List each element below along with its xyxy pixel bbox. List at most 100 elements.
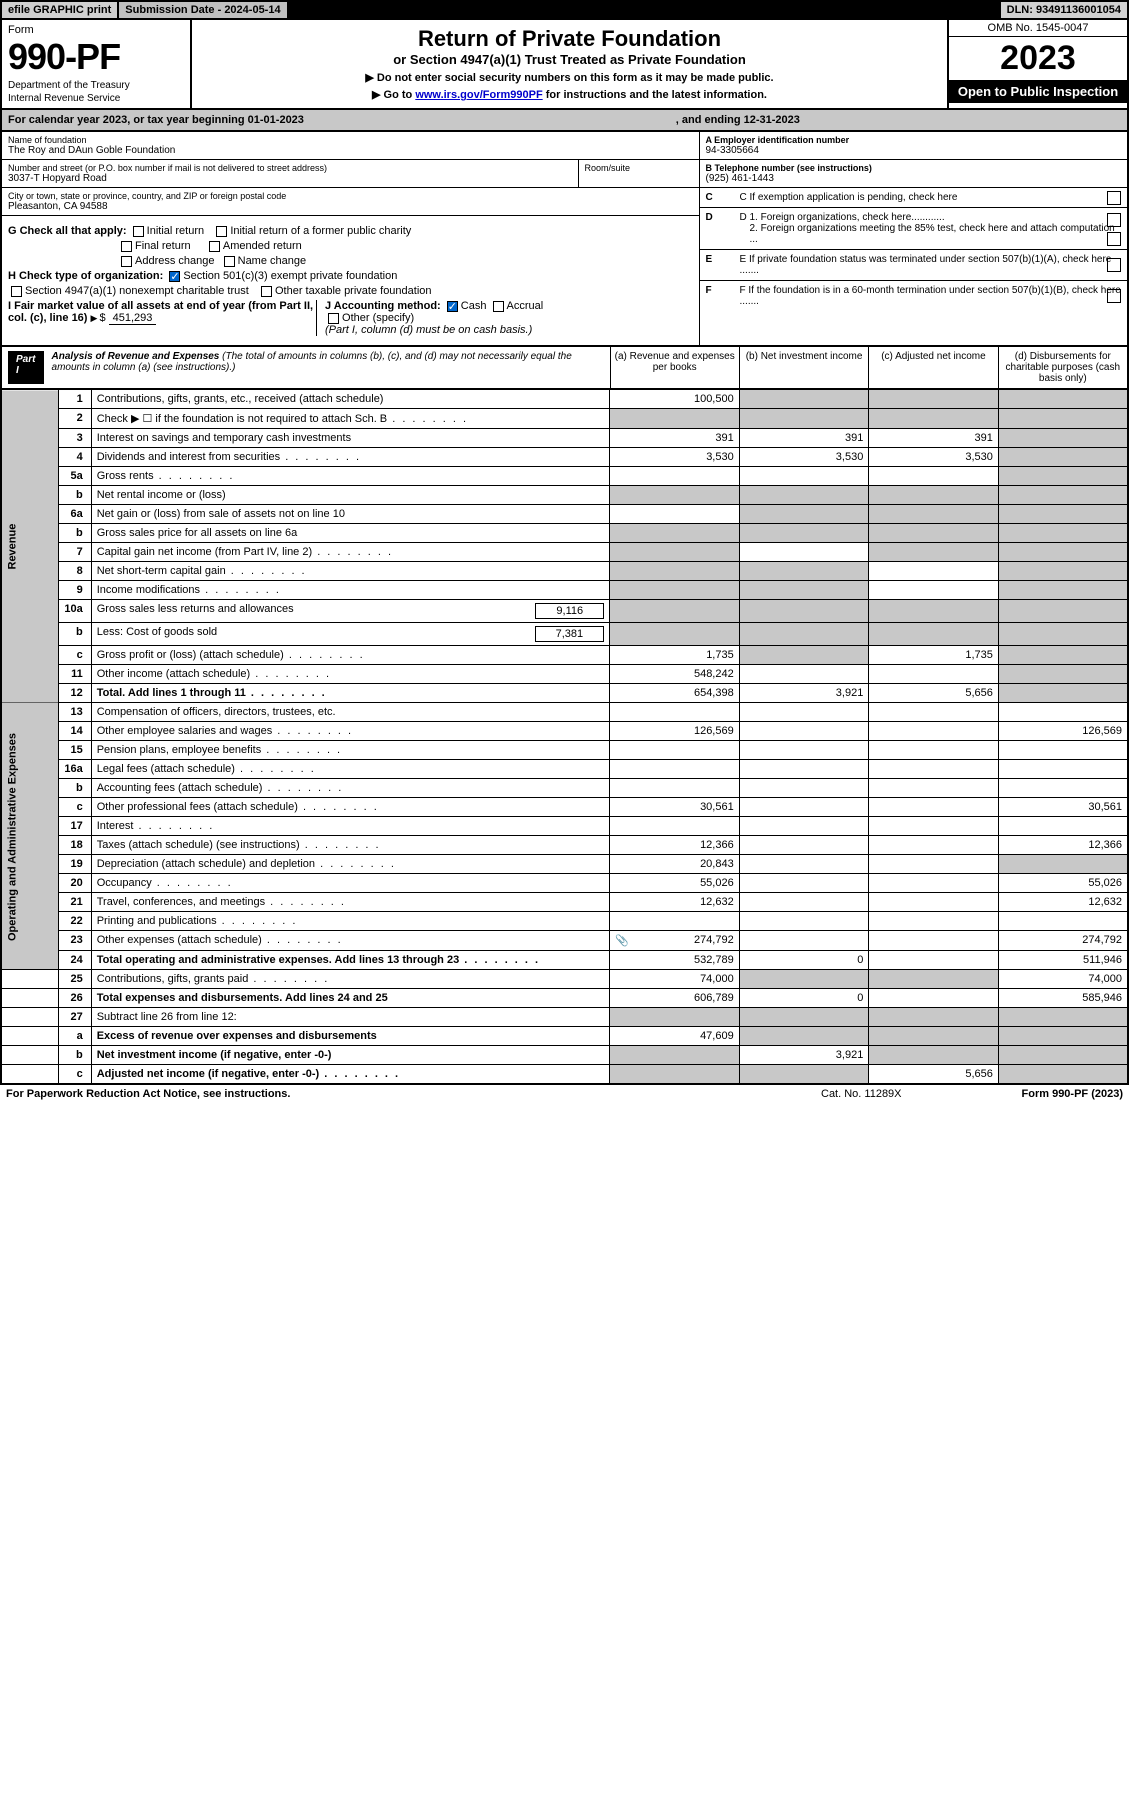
table-row: 8Net short-term capital gain xyxy=(1,562,1128,581)
cal-begin: For calendar year 2023, or tax year begi… xyxy=(8,114,676,126)
header-left: Form 990-PF Department of the Treasury I… xyxy=(2,20,192,108)
col-a-header: (a) Revenue and expenses per books xyxy=(610,347,739,388)
f-checkbox[interactable] xyxy=(1107,289,1121,303)
revenue-side-label: Revenue xyxy=(1,390,59,703)
dln: DLN: 93491136001054 xyxy=(1001,2,1127,18)
box-d: D D 1. Foreign organizations, check here… xyxy=(700,208,1128,250)
main-table: Revenue 1Contributions, gifts, grants, e… xyxy=(0,390,1129,1085)
table-row: bAccounting fees (attach schedule) xyxy=(1,779,1128,798)
calendar-year-row: For calendar year 2023, or tax year begi… xyxy=(0,110,1129,132)
d1-checkbox[interactable] xyxy=(1107,213,1121,227)
form-number: 990-PF xyxy=(8,36,184,78)
table-row: 24Total operating and administrative exp… xyxy=(1,951,1128,970)
g-row: G Check all that apply: Initial return I… xyxy=(8,225,693,237)
cal-end: , and ending 12-31-2023 xyxy=(676,114,800,126)
efile-label[interactable]: efile GRAPHIC print xyxy=(2,2,119,18)
other-taxable-checkbox[interactable] xyxy=(261,286,272,297)
col-c-header: (c) Adjusted net income xyxy=(868,347,997,388)
cash-checkbox[interactable] xyxy=(447,301,458,312)
address: 3037-T Hopyard Road xyxy=(8,173,572,184)
table-row: 9Income modifications xyxy=(1,581,1128,600)
table-row: 19Depreciation (attach schedule) and dep… xyxy=(1,855,1128,874)
table-row: 2Check ▶ ☐ if the foundation is not requ… xyxy=(1,409,1128,429)
info-left: Name of foundation The Roy and DAun Gobl… xyxy=(2,132,700,345)
info-right: A Employer identification number 94-3305… xyxy=(700,132,1128,345)
address-cell: Number and street (or P.O. box number if… xyxy=(2,160,579,188)
instruction-2: ▶ Go to www.irs.gov/Form990PF for instru… xyxy=(198,88,941,101)
table-row: 5aGross rents xyxy=(1,467,1128,486)
table-row: 18Taxes (attach schedule) (see instructi… xyxy=(1,836,1128,855)
part1-header-row: Part I Analysis of Revenue and Expenses … xyxy=(0,347,1129,390)
initial-former-checkbox[interactable] xyxy=(216,226,227,237)
table-row: 12Total. Add lines 1 through 11654,3983,… xyxy=(1,684,1128,703)
accrual-checkbox[interactable] xyxy=(493,301,504,312)
table-row: 26Total expenses and disbursements. Add … xyxy=(1,989,1128,1008)
amended-return-checkbox[interactable] xyxy=(209,241,220,252)
table-row: 4Dividends and interest from securities3… xyxy=(1,448,1128,467)
city-cell: City or town, state or province, country… xyxy=(2,188,699,216)
room-cell: Room/suite xyxy=(579,160,699,188)
table-row: 15Pension plans, employee benefits xyxy=(1,741,1128,760)
open-inspection: Open to Public Inspection xyxy=(949,80,1127,103)
table-row: 22Printing and publications xyxy=(1,912,1128,931)
box-f: FF If the foundation is in a 60-month te… xyxy=(700,281,1128,311)
pra-notice: For Paperwork Reduction Act Notice, see … xyxy=(6,1088,821,1100)
table-row: Revenue 1Contributions, gifts, grants, e… xyxy=(1,390,1128,409)
foundation-name: The Roy and DAun Goble Foundation xyxy=(8,145,693,156)
form-ref: Form 990-PF (2023) xyxy=(1022,1088,1123,1100)
city: Pleasanton, CA 94588 xyxy=(8,201,693,212)
part1-badge: Part I xyxy=(8,351,44,384)
address-change-checkbox[interactable] xyxy=(121,256,132,267)
4947-checkbox[interactable] xyxy=(11,286,22,297)
initial-return-checkbox[interactable] xyxy=(133,226,144,237)
footer: For Paperwork Reduction Act Notice, see … xyxy=(0,1085,1129,1103)
info-section: Name of foundation The Roy and DAun Gobl… xyxy=(0,132,1129,347)
table-row: bNet rental income or (loss) xyxy=(1,486,1128,505)
table-row: 11Other income (attach schedule)548,242 xyxy=(1,665,1128,684)
table-row: 17Interest xyxy=(1,817,1128,836)
c-checkbox[interactable] xyxy=(1107,191,1121,205)
i-label: I Fair market value of all assets at end… xyxy=(8,300,313,324)
table-row: 3Interest on savings and temporary cash … xyxy=(1,429,1128,448)
501c3-checkbox[interactable] xyxy=(169,271,180,282)
table-row: Operating and Administrative Expenses 13… xyxy=(1,703,1128,722)
irs-link[interactable]: www.irs.gov/Form990PF xyxy=(415,89,542,101)
omb-number: OMB No. 1545-0047 xyxy=(949,20,1127,37)
top-bar: efile GRAPHIC print Submission Date - 20… xyxy=(0,0,1129,20)
table-row: bNet investment income (if negative, ent… xyxy=(1,1046,1128,1065)
foundation-name-cell: Name of foundation The Roy and DAun Gobl… xyxy=(2,132,699,160)
table-row: aExcess of revenue over expenses and dis… xyxy=(1,1027,1128,1046)
attachment-icon[interactable]: 📎 xyxy=(615,934,629,947)
table-row: 6aNet gain or (loss) from sale of assets… xyxy=(1,505,1128,524)
form-header: Form 990-PF Department of the Treasury I… xyxy=(0,20,1129,110)
submission-date: Submission Date - 2024-05-14 xyxy=(119,2,288,18)
table-row: cGross profit or (loss) (attach schedule… xyxy=(1,646,1128,665)
e-checkbox[interactable] xyxy=(1107,258,1121,272)
check-section: G Check all that apply: Initial return I… xyxy=(2,216,699,345)
table-row: 21Travel, conferences, and meetings12,63… xyxy=(1,893,1128,912)
table-row: 16aLegal fees (attach schedule) xyxy=(1,760,1128,779)
irs-label: Internal Revenue Service xyxy=(8,93,184,104)
d2-checkbox[interactable] xyxy=(1107,232,1121,246)
name-change-checkbox[interactable] xyxy=(224,256,235,267)
h-row: H Check type of organization: Section 50… xyxy=(8,270,693,282)
box-c: CC If exemption application is pending, … xyxy=(700,188,1128,208)
other-method-checkbox[interactable] xyxy=(328,313,339,324)
table-row: cOther professional fees (attach schedul… xyxy=(1,798,1128,817)
table-row: 10aGross sales less returns and allowanc… xyxy=(1,600,1128,623)
ein: 94-3305664 xyxy=(706,145,1122,156)
table-row: bGross sales price for all assets on lin… xyxy=(1,524,1128,543)
fmv-value: 451,293 xyxy=(109,312,157,325)
form-subtitle: or Section 4947(a)(1) Trust Treated as P… xyxy=(198,52,941,67)
form-title: Return of Private Foundation xyxy=(198,26,941,52)
header-center: Return of Private Foundation or Section … xyxy=(192,20,947,108)
final-return-checkbox[interactable] xyxy=(121,241,132,252)
col-b-header: (b) Net investment income xyxy=(739,347,868,388)
instruction-1: ▶ Do not enter social security numbers o… xyxy=(198,71,941,84)
table-row: 14Other employee salaries and wages126,5… xyxy=(1,722,1128,741)
box-e: EE If private foundation status was term… xyxy=(700,250,1128,281)
table-row: cAdjusted net income (if negative, enter… xyxy=(1,1065,1128,1085)
table-row: 7Capital gain net income (from Part IV, … xyxy=(1,543,1128,562)
department: Department of the Treasury xyxy=(8,80,184,91)
phone-cell: B Telephone number (see instructions) (9… xyxy=(700,160,1128,188)
